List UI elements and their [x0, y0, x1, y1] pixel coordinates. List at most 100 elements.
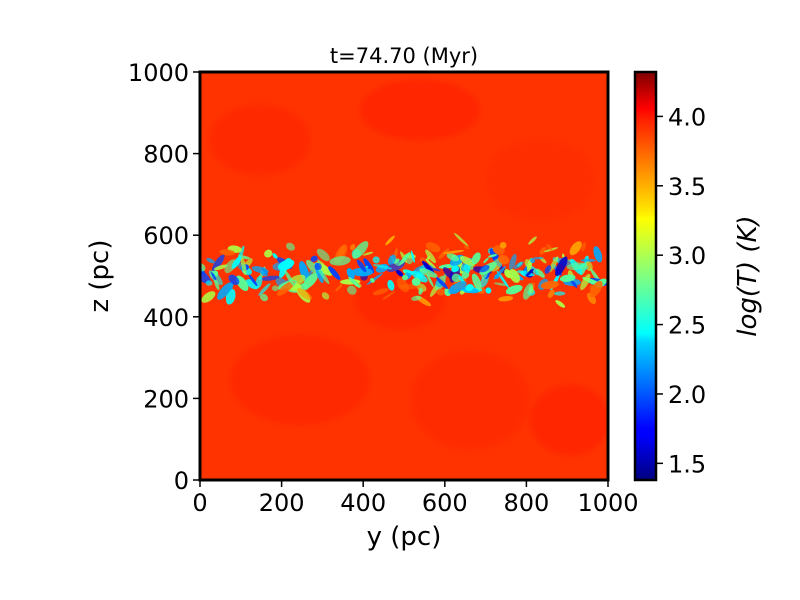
- cold-gas-filament: [471, 252, 481, 265]
- cold-gas-filament: [211, 254, 225, 272]
- cold-gas-filament: [217, 282, 233, 300]
- cold-gas-filament: [509, 253, 517, 270]
- warm-patch: [410, 350, 530, 450]
- cold-gas-filament: [544, 265, 552, 274]
- cold-gas-filament: [213, 278, 220, 291]
- cold-gas-filament: [264, 249, 273, 258]
- cold-gas-filament: [277, 259, 295, 271]
- cold-gas-filament: [228, 274, 240, 286]
- cold-gas-filament: [529, 265, 539, 276]
- cold-gas-filament: [442, 267, 455, 280]
- cold-gas-filament: [529, 258, 536, 264]
- cold-gas-filament: [465, 283, 474, 292]
- cold-gas-filament: [419, 257, 425, 263]
- cold-gas-filament: [205, 280, 213, 286]
- colorbar-label: log(T) (K): [733, 215, 763, 336]
- cold-gas-filament: [200, 270, 211, 284]
- y-tick-label: 0: [174, 467, 189, 495]
- cold-gas-filament: [317, 267, 330, 285]
- cold-gas-filament: [258, 283, 271, 296]
- cold-gas-filament: [352, 241, 369, 259]
- colorbar-tick-label: 1.5: [668, 450, 706, 478]
- cold-gas-filament: [211, 272, 217, 281]
- cold-gas-filament: [277, 280, 295, 296]
- cold-gas-filament: [426, 273, 434, 288]
- warm-patch: [230, 335, 370, 425]
- cold-gas-filament: [483, 257, 489, 264]
- x-axis-label: y (pc): [367, 522, 442, 552]
- cold-gas-filament: [464, 245, 470, 250]
- cold-gas-filament: [425, 258, 436, 269]
- cold-gas-filament: [581, 241, 586, 252]
- cold-gas-filament: [499, 242, 507, 249]
- x-tick-label: 400: [340, 489, 386, 517]
- colorbar-tick-label: 2.5: [668, 312, 706, 340]
- cold-gas-filament: [555, 300, 566, 308]
- warm-patch: [485, 140, 595, 220]
- cold-gas-filament: [548, 256, 559, 273]
- cold-gas-filament: [416, 283, 427, 292]
- cold-gas-filament: [459, 290, 465, 295]
- cold-gas-filament: [402, 274, 408, 281]
- cold-gas-filament: [399, 252, 411, 266]
- cold-gas-filament: [593, 246, 603, 263]
- cold-gas-filament: [419, 268, 438, 278]
- y-tick-label: 400: [143, 304, 189, 332]
- cold-gas-filament: [231, 256, 242, 269]
- cold-gas-filament: [348, 276, 361, 288]
- chart-title: t=74.70 (Myr): [330, 44, 478, 68]
- cold-gas-filament: [382, 291, 396, 300]
- cold-gas-filament: [546, 243, 553, 251]
- warm-patch: [530, 385, 608, 455]
- cold-gas-filament: [261, 275, 280, 281]
- x-tick-label: 600: [422, 489, 468, 517]
- cold-gas-filament: [219, 249, 235, 256]
- cold-gas-filament: [406, 256, 414, 265]
- cold-gas-filament: [539, 247, 547, 255]
- cold-gas-filament: [425, 242, 441, 253]
- y-axis-label: z (pc): [85, 240, 115, 313]
- cold-gas-filament: [425, 249, 437, 264]
- cold-gas-filament: [459, 255, 476, 267]
- cold-gas-filament: [580, 273, 591, 291]
- cold-gas-filament: [523, 283, 533, 300]
- plot-frame: [198, 70, 610, 482]
- cold-gas-filament: [585, 261, 593, 272]
- x-tick-label: 200: [259, 489, 305, 517]
- cold-gas-filament: [297, 288, 312, 300]
- cold-gas-filament: [235, 275, 249, 292]
- colorbar-tick-label: 3.5: [668, 173, 706, 201]
- cold-gas-filament: [505, 284, 523, 295]
- cold-gas-filament: [485, 287, 492, 294]
- cold-gas-filament: [411, 277, 421, 286]
- cold-gas-filament: [286, 242, 295, 251]
- x-tick-label: 800: [503, 489, 549, 517]
- cold-gas-filament: [569, 279, 578, 288]
- cold-gas-filament: [272, 253, 278, 259]
- cold-gas-filament: [504, 269, 513, 279]
- cold-gas-filament: [237, 255, 251, 260]
- cold-gas-filament: [553, 291, 566, 296]
- cold-gas-filament: [387, 254, 396, 265]
- cold-gas-filament: [463, 264, 471, 274]
- cold-gas-filament: [589, 280, 603, 298]
- cold-gas-filament: [436, 288, 445, 296]
- cold-gas-filament: [555, 256, 568, 277]
- cold-gas-filament: [396, 277, 409, 293]
- cold-gas-filament: [308, 270, 313, 276]
- colorbar-tick-label: 3.0: [668, 242, 706, 270]
- cold-gas-filament: [206, 257, 215, 264]
- cold-gas-filament: [418, 288, 423, 295]
- cold-gas-filament: [559, 274, 576, 282]
- cold-gas-filament: [213, 264, 228, 271]
- cold-gas-filament: [317, 260, 325, 267]
- cold-gas-filament: [316, 248, 330, 262]
- cold-gas-filament: [366, 273, 383, 285]
- cold-gas-filament: [403, 269, 416, 275]
- cold-gas-filament: [351, 267, 373, 277]
- x-tick-label: 0: [192, 489, 207, 517]
- cold-gas-filament: [525, 268, 534, 277]
- x-tick-label: 1000: [577, 489, 638, 517]
- cold-gas-filament: [493, 282, 508, 286]
